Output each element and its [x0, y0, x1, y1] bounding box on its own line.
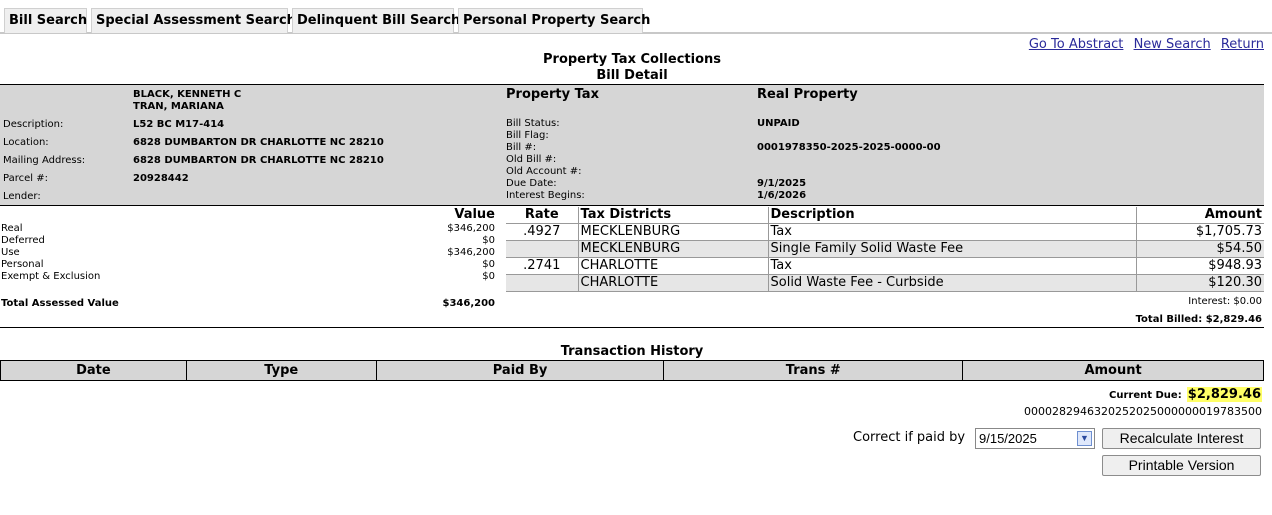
- top-links: Go To Abstract New Search Return: [1023, 37, 1264, 52]
- return-link[interactable]: Return: [1220, 37, 1264, 52]
- district-cell: MECKLENBURG: [577, 222, 768, 240]
- value-label-use: Use: [1, 247, 20, 258]
- district-cell: CHARLOTTE: [577, 256, 768, 274]
- location-value: 6828 DUMBARTON DR CHARLOTTE NC 28210: [133, 137, 384, 148]
- section-divider: [0, 327, 1264, 328]
- description-cell: Tax: [767, 256, 1136, 274]
- paid-by-header: Paid By: [375, 360, 665, 381]
- amount-cell: $1,705.73: [1135, 222, 1264, 240]
- description-cell: Single Family Solid Waste Fee: [767, 239, 1136, 257]
- description-header: Description: [767, 207, 1136, 223]
- location-label: Location:: [3, 137, 49, 148]
- bill-flag-label: Bill Flag:: [506, 130, 549, 141]
- value-label-real: Real: [1, 223, 23, 234]
- total-assessed-label: Total Assessed Value: [1, 298, 119, 309]
- current-due-value: $2,829.46: [1186, 387, 1262, 402]
- paid-by-date-value: 9/15/2025: [979, 431, 1037, 446]
- table-row: .4927 MECKLENBURG Tax $1,705.73: [506, 222, 1264, 240]
- real-property-heading: Real Property: [757, 87, 858, 102]
- page-subtitle: Bill Detail: [596, 68, 668, 83]
- rate-cell: .2741: [506, 256, 578, 274]
- rate-cell: [506, 273, 578, 292]
- amount-header: Amount: [1135, 207, 1264, 223]
- interest-begins-value: 1/6/2026: [757, 190, 807, 201]
- amount-cell: $120.30: [1135, 273, 1264, 292]
- interest-begins-label: Interest Begins:: [506, 190, 585, 201]
- value-amount-use: $346,200: [447, 247, 495, 258]
- owner-name-2: TRAN, MARIANA: [133, 101, 224, 112]
- value-amount-deferred: $0: [482, 235, 495, 246]
- value-amount-personal: $0: [482, 259, 495, 270]
- description-cell: Tax: [767, 222, 1136, 240]
- description-cell: Solid Waste Fee - Curbside: [767, 273, 1136, 292]
- tab-personal-property-search[interactable]: Personal Property Search: [458, 8, 650, 33]
- current-due: Current Due: $2,829.46: [1109, 383, 1262, 402]
- district-cell: CHARLOTTE: [577, 273, 768, 292]
- parcel-value: 20928442: [133, 173, 189, 184]
- amount-cell: $948.93: [1135, 256, 1264, 274]
- bill-header: BLACK, KENNETH C TRAN, MARIANA Descripti…: [0, 84, 1264, 206]
- total-assessed-value: $346,200: [442, 298, 495, 309]
- tab-delinquent-bill-search[interactable]: Delinquent Bill Search: [292, 8, 460, 33]
- payment-barcode-number: 0000282946320252025000000019783500: [1024, 405, 1262, 418]
- description-label: Description:: [3, 119, 64, 130]
- date-header: Date: [0, 360, 187, 381]
- table-row: CHARLOTTE Solid Waste Fee - Curbside $12…: [506, 273, 1264, 292]
- transaction-history-table: Date Type Paid By Trans # Amount: [0, 360, 1264, 381]
- printable-version-button[interactable]: Printable Version: [1102, 455, 1261, 476]
- property-tax-heading: Property Tax: [506, 87, 599, 102]
- rate-header: Rate: [506, 207, 578, 223]
- value-label-personal: Personal: [1, 259, 44, 270]
- tab-bill-search[interactable]: Bill Search: [4, 8, 87, 33]
- recalculate-interest-button[interactable]: Recalculate Interest: [1102, 428, 1261, 449]
- value-label-deferred: Deferred: [1, 235, 45, 246]
- chevron-down-icon[interactable]: ▼: [1077, 431, 1092, 446]
- type-header: Type: [185, 360, 377, 381]
- old-bill-label: Old Bill #:: [506, 154, 557, 165]
- lender-label: Lender:: [3, 191, 41, 202]
- district-cell: MECKLENBURG: [577, 239, 768, 257]
- current-due-label: Current Due:: [1109, 390, 1182, 401]
- trans-number-header: Trans #: [663, 360, 964, 381]
- bill-status-label: Bill Status:: [506, 118, 560, 129]
- new-search-link[interactable]: New Search: [1133, 37, 1211, 52]
- due-date-value: 9/1/2025: [757, 178, 807, 189]
- value-amount-exempt: $0: [482, 271, 495, 282]
- value-amount-real: $346,200: [447, 223, 495, 234]
- table-row: MECKLENBURG Single Family Solid Waste Fe…: [506, 239, 1264, 257]
- total-billed: Total Billed: $2,829.46: [1135, 314, 1262, 325]
- mailing-address-label: Mailing Address:: [3, 155, 86, 166]
- interest-total: Interest: $0.00: [1188, 296, 1262, 307]
- rate-cell: [506, 239, 578, 257]
- correct-if-paid-label: Correct if paid by: [853, 430, 966, 445]
- bill-status-value: UNPAID: [757, 118, 800, 129]
- tab-bar: Bill Search Special Assessment Search De…: [0, 0, 1272, 34]
- tax-districts-table: Rate Tax Districts Description Amount .4…: [506, 207, 1264, 292]
- value-header: Value: [454, 207, 495, 222]
- parcel-label: Parcel #:: [3, 173, 48, 184]
- old-account-label: Old Account #:: [506, 166, 582, 177]
- bill-number-value: 0001978350-2025-2025-0000-00: [757, 142, 941, 153]
- bill-number-label: Bill #:: [506, 142, 537, 153]
- table-row: .2741 CHARLOTTE Tax $948.93: [506, 256, 1264, 274]
- value-label-exempt: Exempt & Exclusion: [1, 271, 101, 282]
- tax-districts-header: Tax Districts: [577, 207, 768, 223]
- description-value: L52 BC M17-414: [133, 119, 225, 130]
- trans-amount-header: Amount: [962, 360, 1264, 381]
- paid-by-date-select[interactable]: 9/15/2025 ▼: [975, 428, 1095, 449]
- amount-cell: $54.50: [1135, 239, 1264, 257]
- mailing-address-value: 6828 DUMBARTON DR CHARLOTTE NC 28210: [133, 155, 384, 166]
- page-title: Property Tax Collections: [543, 52, 721, 67]
- due-date-label: Due Date:: [506, 178, 557, 189]
- go-to-abstract-link[interactable]: Go To Abstract: [1028, 37, 1124, 52]
- transaction-history-title: Transaction History: [560, 344, 704, 359]
- tab-special-assessment-search[interactable]: Special Assessment Search: [91, 8, 296, 33]
- owner-name-1: BLACK, KENNETH C: [133, 89, 242, 100]
- rate-cell: .4927: [506, 222, 578, 240]
